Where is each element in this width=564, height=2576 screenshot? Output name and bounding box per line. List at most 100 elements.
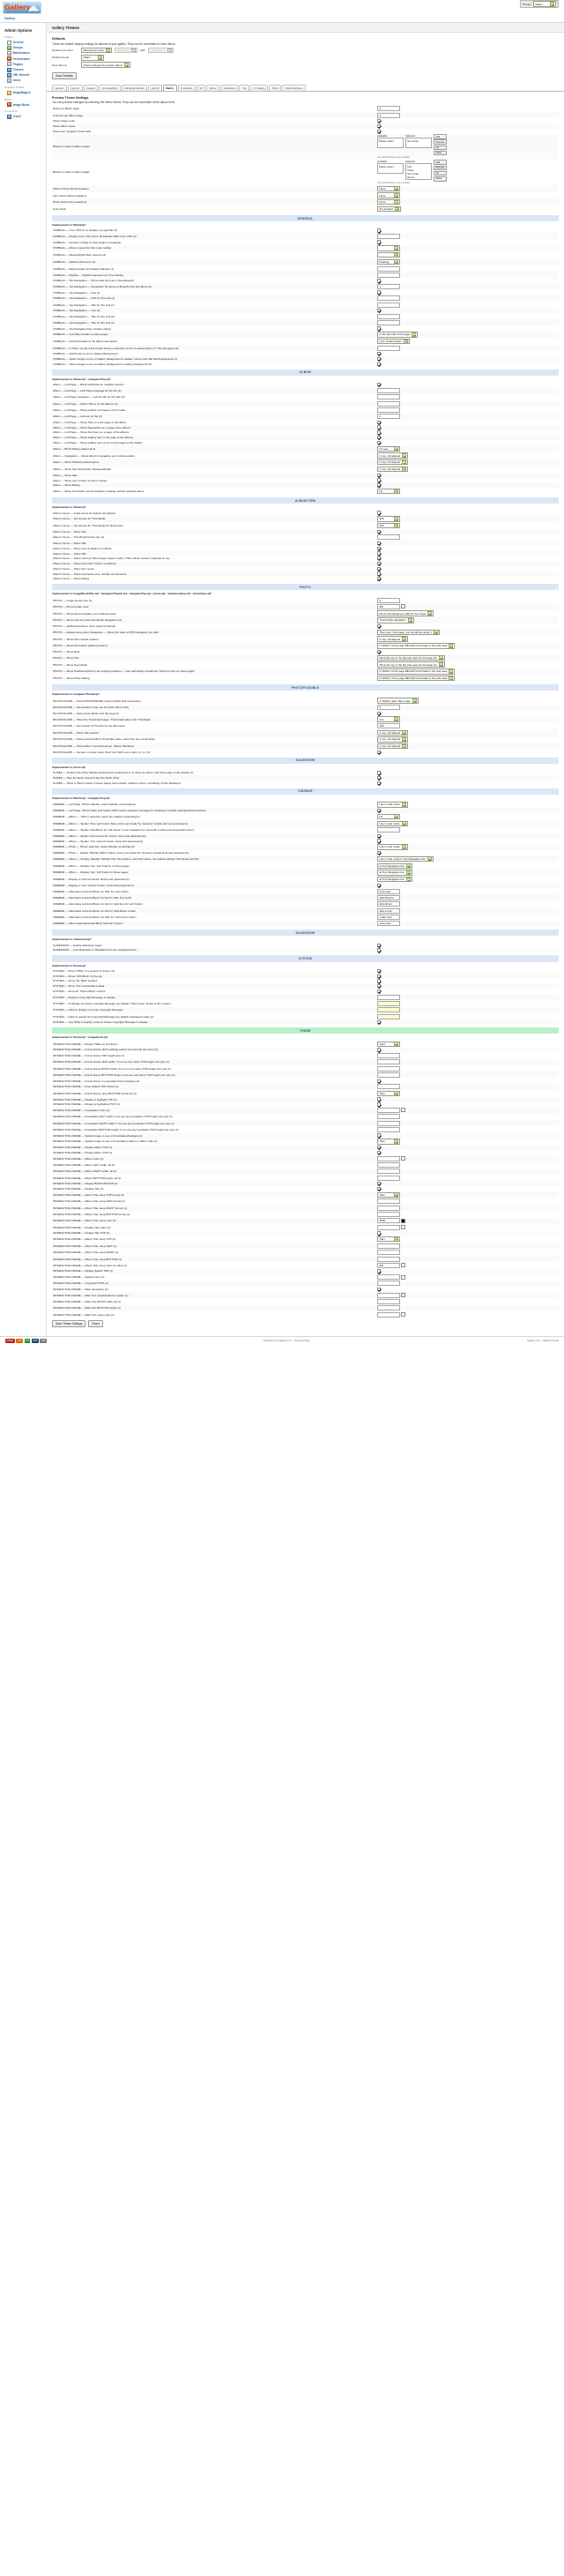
setting-checkbox[interactable] [377,974,382,978]
select-control[interactable]: Then over / this page, you should be doi… [377,629,440,636]
setting-checkbox[interactable] [377,473,382,477]
setting-checkbox[interactable] [377,1182,382,1186]
tab-siriux[interactable]: Siriux [206,84,219,91]
setting-checkbox[interactable] [377,123,382,129]
setting-checkbox[interactable] [377,571,382,576]
sidebar-item-plugins[interactable]: Plugins [4,62,44,67]
select-control[interactable]: Show the top in the My side area for the… [377,654,445,661]
setting-checkbox[interactable] [377,948,382,952]
setting-checkbox[interactable] [377,308,382,313]
setting-text-input[interactable] [377,400,400,407]
setting-checkbox[interactable] [377,1020,382,1025]
setting-checkbox[interactable] [377,943,382,947]
setting-checkbox[interactable] [377,556,382,561]
select-control[interactable]: In top, left aligned [377,729,409,735]
tab-slideshow[interactable]: Slideshow [219,84,239,91]
setting-text-input[interactable] [377,1169,400,1175]
setting-checkbox[interactable] [377,979,382,983]
dual-list-up-button[interactable]: Up [434,170,447,176]
reset-button[interactable]: Reset [88,1320,103,1328]
setting-text-input[interactable]: #000 [377,1218,400,1224]
setting-text-input[interactable] [377,534,400,541]
select-control[interactable]: Tiles [377,1191,400,1198]
setting-text-input[interactable] [377,1198,400,1205]
setting-text-input[interactable]: 3 [377,112,400,118]
setting-checkbox[interactable] [377,356,382,362]
setting-text-input[interactable] [377,345,400,351]
setting-text-input[interactable] [377,1013,400,1019]
setting-text-input[interactable]: 3 [377,106,400,112]
setting-checkbox[interactable] [377,984,382,989]
setting-text-input[interactable] [377,1205,400,1211]
sidebar-item-image-block[interactable]: Image Block [4,102,44,108]
footer-badge-508[interactable]: 508 [24,1339,31,1343]
setting-text-input[interactable] [377,295,400,302]
setting-text-input[interactable] [377,265,400,272]
select-control[interactable]: 300 [377,516,400,522]
select-control[interactable]: Left / Small section [377,338,410,345]
select-control[interactable]: No [377,813,400,820]
dual-list-down-button[interactable]: Down [434,175,447,182]
select-control[interactable]: Use in side mode in Top Navigation bar [377,855,434,862]
select-control[interactable]: Yes [377,716,400,722]
select-control[interactable]: Tiles [377,1139,400,1145]
theme-picker-select[interactable]: Matrix [533,1,556,7]
dual-list-down-button[interactable]: Down [434,150,447,156]
tab-hybrid[interactable]: Hybrid [148,84,162,91]
footer-badge-rss[interactable]: RSS [40,1339,48,1343]
setting-checkbox[interactable] [377,1133,382,1138]
setting-text-input[interactable] [377,1292,400,1298]
setting-checkbox[interactable] [377,750,382,755]
dual-list-box[interactable]: Please select [377,163,404,175]
select-control[interactable]: Tiles [377,1090,400,1097]
select-control[interactable]: at Top Navigation bar [377,870,412,876]
select-control[interactable]: In the left side of the page [377,332,419,338]
setting-text-input[interactable]: Add Album [377,901,400,907]
setting-checkbox[interactable] [377,1231,382,1236]
setting-text-input[interactable] [377,1072,400,1079]
setting-checkbox[interactable] [377,119,382,123]
select-control[interactable]: Inherit settings from parent album [81,62,131,68]
setting-checkbox[interactable] [377,326,382,331]
dual-list-add-button[interactable]: Add [434,134,447,139]
dual-list-box[interactable]: Title Views Item Links Owner [405,163,432,181]
select-control[interactable]: In top, left aligned [377,743,409,750]
setting-checkbox[interactable] [377,279,382,283]
sidebar-item-users[interactable]: Users [4,78,44,83]
dual-list-box[interactable]: Item Links [405,138,432,149]
setting-checkbox[interactable] [377,771,382,775]
setting-checkbox[interactable] [377,129,382,133]
setting-text-input[interactable] [377,272,400,278]
setting-checkbox[interactable] [377,425,382,429]
tab-compatibility[interactable]: Compatibility [99,84,121,91]
sidebar-item-groups[interactable]: Groups [4,45,44,50]
tab-s5[interactable]: S5 [196,84,206,91]
setting-text-input[interactable] [377,1298,400,1304]
select-control[interactable]: Use in side mode [377,802,408,808]
save-defaults-button[interactable]: Save Defaults [52,71,77,79]
select-control[interactable] [377,245,400,251]
color-swatch[interactable] [401,1293,405,1298]
setting-text-input[interactable]: Add Photo's [377,894,400,900]
select-control[interactable]: In RIGHT of the page BELOW thumbnails in… [377,643,456,649]
footer-badge-xhtml[interactable]: XHTML [5,1339,15,1343]
color-swatch[interactable] [401,604,405,609]
tab-wind[interactable]: Wind [269,84,282,91]
setting-text-input[interactable]: 5 [377,597,400,603]
color-swatch[interactable] [401,1218,405,1223]
setting-text-input[interactable]: #fff [377,603,400,609]
select-control[interactable]: Tiles [377,1236,400,1243]
theme-picker[interactable]: Theme: Matrix [519,0,559,8]
select-control[interactable]: In top, left aligned [377,452,409,459]
setting-text-input[interactable]: Order Cart [377,915,400,921]
setting-text-input[interactable] [377,1161,400,1168]
setting-text-input[interactable] [377,1256,400,1262]
sidebar-item-performance[interactable]: Performance [4,56,44,62]
color-swatch[interactable] [401,1225,405,1230]
dual-list-add-button[interactable]: Add [434,160,447,166]
setting-checkbox[interactable] [377,511,382,515]
setting-checkbox[interactable] [377,623,382,629]
sidebar-item-general[interactable]: General [4,40,44,45]
setting-text-input[interactable] [377,1281,400,1287]
setting-text-input[interactable] [377,1224,400,1230]
